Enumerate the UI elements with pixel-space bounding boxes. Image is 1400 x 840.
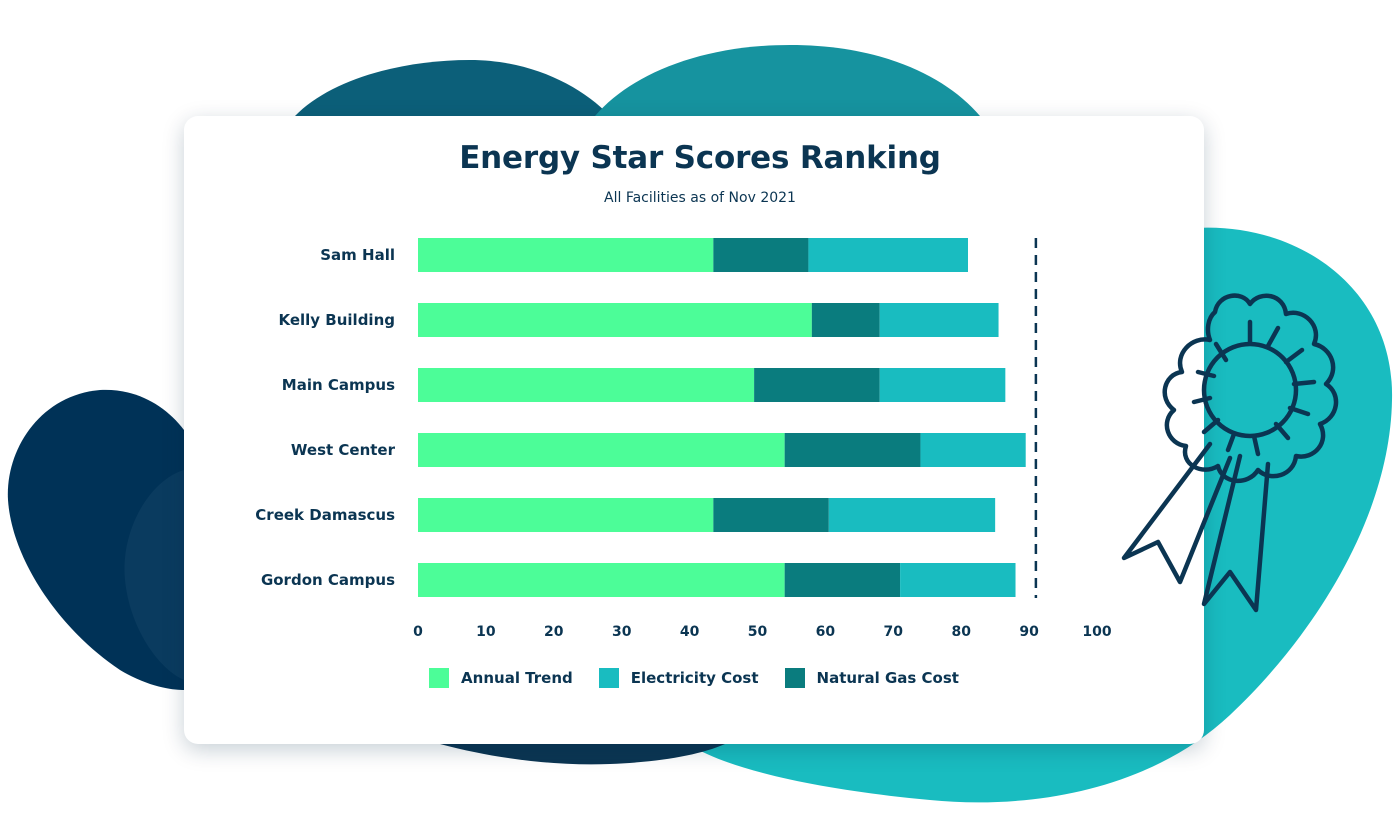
legend-swatch [784, 668, 805, 688]
x-tick-label: 40 [680, 624, 700, 640]
x-tick-label: 70 [884, 624, 904, 640]
legend-swatch [598, 668, 619, 688]
bar-segment [784, 563, 901, 597]
legend-swatch [429, 668, 450, 688]
category-label: Sam Hall [320, 246, 395, 264]
bar-chart: Sam Hall Kelly Building Main Campus West Ce… [255, 238, 1112, 640]
x-tick-label: 80 [951, 624, 971, 640]
award-ribbon-icon [1121, 293, 1339, 613]
x-tick-label: 50 [748, 624, 768, 640]
bar-segment [808, 238, 968, 272]
x-tick-label: 100 [1082, 624, 1111, 640]
category-label: Creek Damascus [255, 506, 395, 524]
bar-segment [418, 498, 714, 532]
bar-segment [418, 433, 785, 467]
bar-segment [879, 368, 1006, 402]
bar-segment [418, 563, 785, 597]
bar-segment [418, 368, 755, 402]
legend-label: Natural Gas Cost [816, 669, 959, 687]
bar-segment [900, 563, 1016, 597]
category-label: West Center [291, 441, 396, 459]
bar-segment [784, 433, 921, 467]
bar-segment [418, 238, 714, 272]
bar-segment [920, 433, 1026, 467]
x-tick-label: 90 [1019, 624, 1039, 640]
bar-segment [713, 238, 809, 272]
navy-blob-highlight [124, 470, 184, 680]
chart-title: Energy Star Scores Ranking [459, 140, 941, 176]
bar-segment [828, 498, 996, 532]
teal-top-blob [595, 45, 980, 116]
deep-teal-blob [295, 60, 610, 116]
navy-bottom-blob [440, 744, 725, 765]
legend-item: Electricity Cost [598, 668, 759, 688]
bar-segment [879, 303, 999, 337]
bar-segment [811, 303, 880, 337]
x-tick-label: 0 [413, 624, 423, 640]
legend-label: Annual Trend [461, 669, 573, 687]
category-label: Gordon Campus [261, 571, 395, 589]
bar-segment [418, 303, 812, 337]
x-tick-label: 60 [816, 624, 836, 640]
bar-segment [713, 498, 829, 532]
bar-segment [754, 368, 880, 402]
x-tick-label: 20 [544, 624, 564, 640]
category-label: Kelly Building [278, 311, 395, 329]
x-tick-label: 30 [612, 624, 632, 640]
category-label: Main Campus [282, 376, 395, 394]
chart-card: Sam Hall Kelly Building Main Campus West Ce… [184, 116, 1204, 744]
chart-legend: Annual Trend Electricity Cost Natural Gas … [184, 668, 1204, 688]
x-tick-label: 10 [476, 624, 496, 640]
chart-subtitle: All Facilities as of Nov 2021 [604, 190, 796, 206]
legend-label: Electricity Cost [630, 669, 759, 687]
legend-item: Natural Gas Cost [784, 668, 959, 688]
legend-item: Annual Trend [429, 668, 573, 688]
